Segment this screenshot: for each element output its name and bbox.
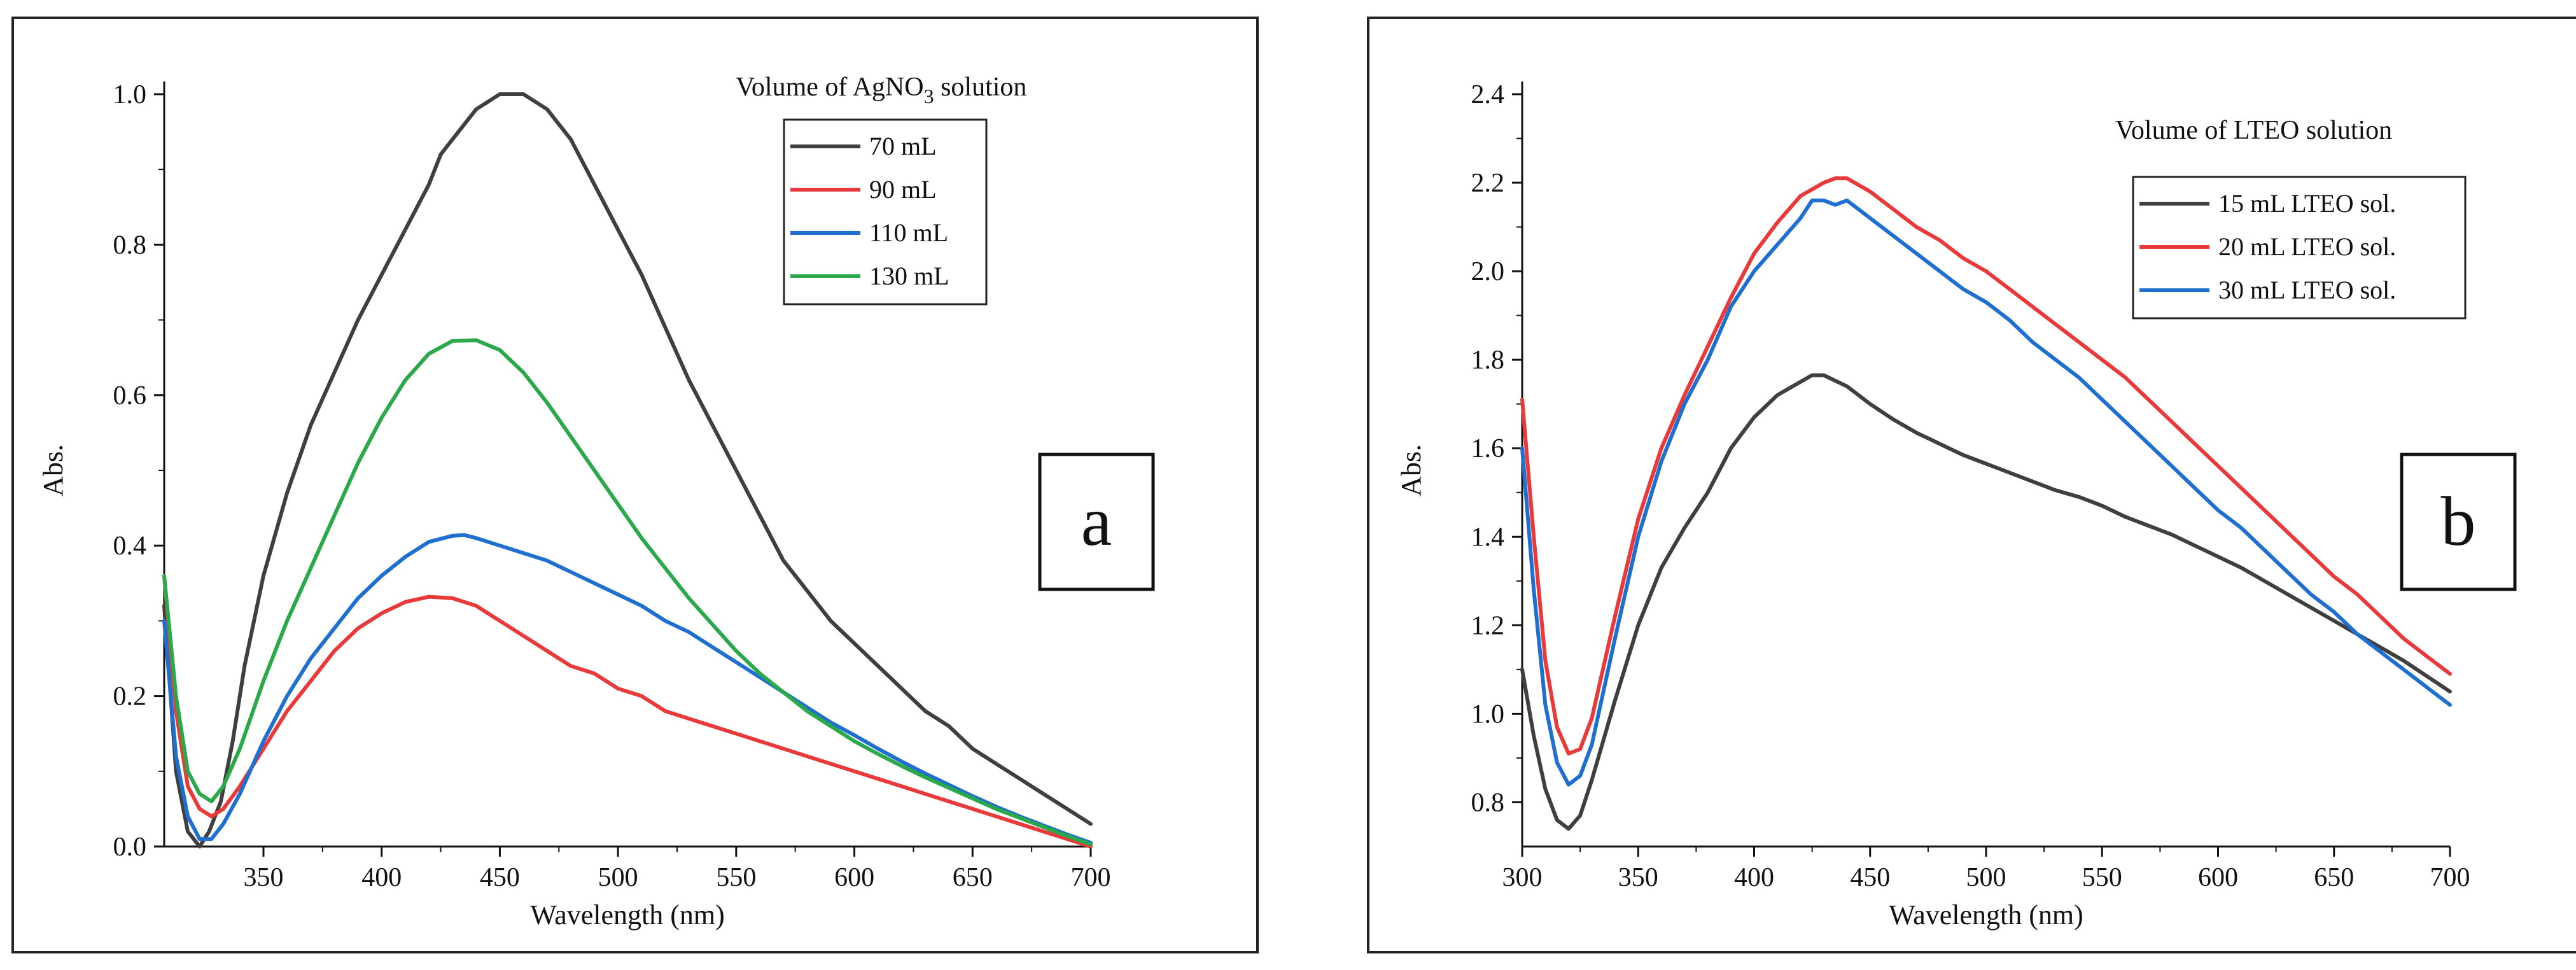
y-tick-label: 0.8 [113, 230, 147, 260]
legend-label-1: 70 mL [869, 132, 937, 160]
x-tick-label: 500 [1966, 863, 2006, 892]
legend-title-suffix: solution [934, 73, 1027, 102]
series-line-2 [162, 573, 1093, 848]
x-tick-label: 700 [1071, 863, 1111, 892]
x-tick-label: 500 [598, 863, 638, 892]
x-tick-label: 600 [2198, 863, 2238, 892]
y-tick-label: 0.4 [113, 531, 147, 561]
chart-panel-a: 350 400 450 500 550 600 650 700 0.0 0.2 0.4 0.6 0.8 1… [11, 17, 1259, 953]
y-tick-label: 1.8 [1471, 346, 1505, 375]
x-tick-label: 550 [716, 863, 756, 892]
y-tick-label: 1.4 [1471, 523, 1505, 552]
panel-label-box [1038, 453, 1155, 591]
chart-b-svg: 300 350 400 450 500 550 600 650 700 0.8 1.0 1.2 1.4 1… [1396, 80, 2517, 931]
y-axis-title: Abs. [38, 444, 69, 496]
y-tick-label: 1.2 [1471, 611, 1505, 640]
x-tick-label: 650 [953, 863, 993, 892]
y-tick-label: 0.6 [113, 381, 147, 411]
panel-label: a [1081, 482, 1112, 560]
y-tick-label: 0.8 [1471, 788, 1505, 817]
x-tick-label: 550 [2082, 863, 2122, 892]
x-tick-label: 450 [480, 863, 520, 892]
y-tick-label: 1.6 [1471, 434, 1505, 463]
series-line-1 [162, 92, 1093, 848]
x-tick-label: 650 [2314, 863, 2354, 892]
panel-label: b [2441, 482, 2476, 560]
legend-title-subscript: 3 [924, 85, 934, 108]
legend-title: Volume of AgNO3 solution [736, 73, 1026, 108]
legend-title-main: Volume of LTEO solution [2115, 116, 2392, 145]
y-tick-label: 2.0 [1471, 257, 1505, 286]
x-tick-label: 700 [2430, 863, 2470, 892]
x-axis-title: Wavelength (nm) [1889, 899, 2083, 931]
legend-title: Volume of LTEO solution [2115, 116, 2392, 145]
panel-label-box [2400, 453, 2517, 591]
x-tick-label: 350 [244, 863, 284, 892]
x-tick-label: 350 [1618, 863, 1658, 892]
legend-label-2: 20 mL LTEO sol. [2218, 232, 2396, 261]
y-tick-label: 0.0 [113, 833, 147, 862]
x-tick-label: 400 [1734, 863, 1774, 892]
x-axis-title: Wavelength (nm) [530, 899, 725, 931]
x-tick-label: 300 [1502, 863, 1543, 892]
legend-label-3: 110 mL [869, 218, 948, 247]
series-line-1 [1520, 373, 2452, 831]
y-tick-label: 2.2 [1471, 169, 1505, 198]
legend-label-1: 15 mL LTEO sol. [2218, 189, 2396, 218]
y-tick-label: 1.0 [113, 80, 147, 109]
legend-label-3: 30 mL LTEO sol. [2218, 276, 2396, 304]
legend-label-4: 130 mL [869, 262, 949, 290]
y-tick-label: 1.0 [1471, 699, 1505, 729]
y-axis-title: Abs. [1396, 444, 1427, 496]
x-tick-label: 450 [1850, 863, 1890, 892]
chart-a-svg: 350 400 450 500 550 600 650 700 0.0 0.2 0.4 0.6 0.8 1… [38, 73, 1155, 931]
legend-box [783, 118, 988, 306]
y-tick-label: 2.4 [1471, 80, 1505, 109]
chart-panel-b: 300 350 400 450 500 550 600 650 700 0.8 1.0 1.2 1.4 1… [1367, 17, 2576, 953]
y-tick-label: 0.2 [113, 682, 147, 712]
legend-label-2: 90 mL [869, 175, 937, 204]
x-tick-label: 400 [361, 863, 402, 892]
x-tick-label: 600 [834, 863, 874, 892]
series-line-4 [162, 338, 1093, 847]
series-line-2 [1520, 176, 2452, 756]
series-line-3 [162, 533, 1093, 845]
series-line-3 [1520, 198, 2452, 787]
legend-title-main: Volume of AgNO [736, 73, 924, 102]
